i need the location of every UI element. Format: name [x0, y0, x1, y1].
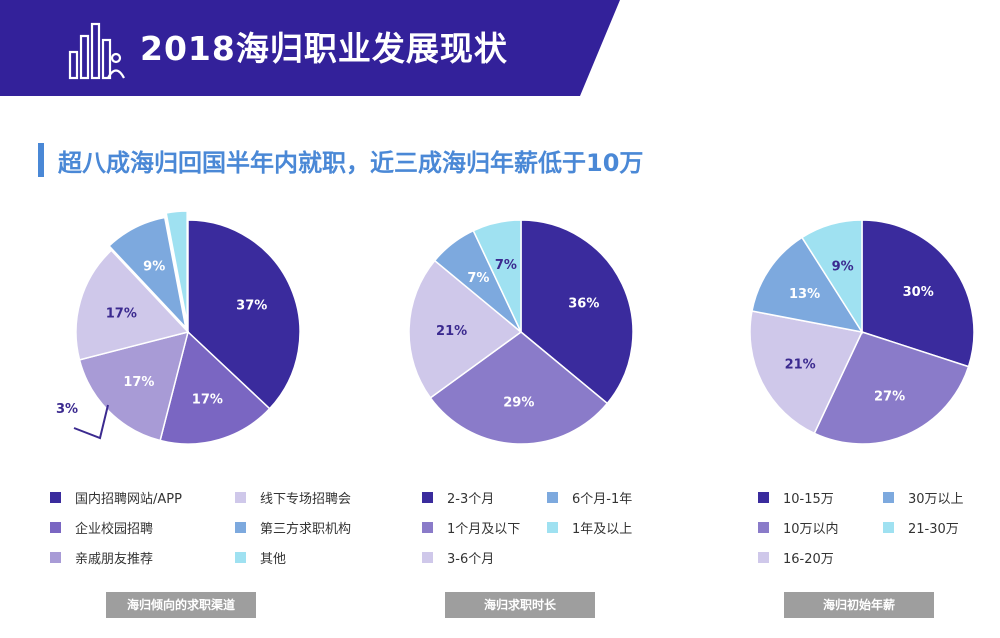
- pie-slice: [159, 330, 271, 445]
- legend-label: 1个月及以下: [447, 522, 521, 537]
- slice-value-label: 13%: [789, 287, 820, 302]
- pie-slice: [749, 310, 864, 435]
- legend-swatch: [50, 552, 61, 563]
- pie-slice: [408, 259, 523, 399]
- pie-slice: [108, 216, 187, 330]
- header-banner: [0, 0, 620, 96]
- slice-value-label: 9%: [832, 259, 854, 274]
- slice-value-label: 7%: [467, 271, 489, 286]
- legend-swatch: [547, 522, 558, 533]
- legend-swatch: [422, 492, 433, 503]
- legend-label: 其他: [260, 552, 287, 567]
- bar-chart-people-icon: [68, 22, 125, 80]
- legend-swatch: [758, 492, 769, 503]
- slice-value-label: 27%: [874, 390, 905, 405]
- legend-item: 亲戚朋友推荐: [50, 548, 153, 567]
- legend-item: 线下专场招聘会: [235, 488, 351, 507]
- legend-swatch: [422, 522, 433, 533]
- legend-swatch: [758, 522, 769, 533]
- legend-job-channels: 国内招聘网站/APP 线下专场招聘会企业校园招聘 第三方求职机构亲戚朋友推荐 其他: [50, 488, 380, 588]
- legend-item: 1年及以上: [547, 518, 632, 537]
- slice-value-label: 17%: [106, 307, 137, 322]
- legend-label: 16-20万: [783, 552, 834, 567]
- pie-chart-initial-salary: 30% 27% 21% 13% 9%: [749, 219, 975, 445]
- legend-item: 6个月-1年: [547, 488, 632, 507]
- section-subtitle: 超八成海归回国半年内就职，近三成海归年薪低于10万: [58, 149, 644, 177]
- legend-label: 企业校园招聘: [75, 522, 154, 537]
- slice-value-label: 37%: [236, 298, 267, 313]
- legend-item: 10-15万: [758, 488, 834, 507]
- pie-slice: [429, 331, 609, 445]
- pie-slice: [472, 219, 522, 333]
- legend-item: 30万以上: [883, 488, 964, 507]
- legend-job-search-duration: 2-3个月 6个月-1年 1个月及以下 1年及以上 3-6个月: [422, 488, 752, 588]
- pie-slice: [800, 219, 863, 335]
- legend-swatch: [758, 552, 769, 563]
- slice-value-label: 7%: [495, 258, 517, 273]
- slice-value-label: 30%: [903, 285, 934, 300]
- legend-swatch: [547, 492, 558, 503]
- legend-item: 3-6个月: [422, 548, 494, 567]
- legend-label: 10-15万: [783, 492, 834, 507]
- slice-label-other: 3%: [56, 402, 79, 417]
- legend-label: 21-30万: [908, 522, 959, 537]
- caption-job-channels: 海归倾向的求职渠道: [106, 592, 256, 618]
- pie-slice: [861, 219, 975, 368]
- slice-value-label: 21%: [785, 358, 816, 373]
- legend-label: 3-6个月: [447, 552, 495, 567]
- legend-label: 线下专场招聘会: [260, 492, 352, 507]
- legend-label: 国内招聘网站/APP: [75, 492, 182, 507]
- pie-slice: [75, 249, 190, 361]
- legend-item: 1个月及以下: [422, 518, 520, 537]
- slice-value-label: 29%: [503, 395, 534, 410]
- legend-item: 10万以内: [758, 518, 839, 537]
- pie-slice: [751, 236, 864, 334]
- subtitle-accent-bar: [38, 143, 44, 177]
- slice-value-label: 9%: [143, 260, 165, 275]
- legend-label: 30万以上: [908, 492, 964, 507]
- legend-item: 16-20万: [758, 548, 834, 567]
- legend-swatch: [50, 522, 61, 533]
- legend-swatch: [235, 552, 246, 563]
- pie-chart-job-search-duration: 36% 29% 21% 7% 7%: [408, 219, 634, 445]
- legend-label: 6个月-1年: [572, 492, 633, 507]
- legend-item: 2-3个月: [422, 488, 494, 507]
- slice-value-label: 21%: [436, 324, 467, 339]
- pie-slice: [187, 219, 301, 410]
- pie-slice: [520, 219, 634, 405]
- legend-label: 10万以内: [783, 522, 839, 537]
- legend-item: 21-30万: [883, 518, 959, 537]
- slice-value-label: 17%: [192, 393, 223, 408]
- legend-item: 第三方求职机构: [235, 518, 351, 537]
- pie-slice: [813, 331, 970, 445]
- banner-background: [0, 0, 620, 96]
- legend-swatch: [883, 492, 894, 503]
- legend-swatch: [235, 492, 246, 503]
- slice-value-label: 36%: [568, 296, 599, 311]
- legend-item: 其他: [235, 548, 286, 567]
- pie-slice: [165, 210, 188, 324]
- legend-label: 1年及以上: [572, 522, 633, 537]
- legend-label: 亲戚朋友推荐: [75, 552, 154, 567]
- caption-job-search-duration: 海归求职时长: [445, 592, 595, 618]
- legend-label: 第三方求职机构: [260, 522, 352, 537]
- legend-item: 国内招聘网站/APP: [50, 488, 182, 507]
- legend-label: 2-3个月: [447, 492, 495, 507]
- pie-chart-job-channels: 37% 17% 17% 17% 9%: [75, 210, 301, 445]
- page-title: 2018海归职业发展现状: [140, 29, 508, 68]
- legend-swatch: [422, 552, 433, 563]
- slice-value-label: 17%: [123, 375, 154, 390]
- legend-swatch: [235, 522, 246, 533]
- legend-initial-salary: 10-15万 30万以上 10万以内 21-30万 16-20万: [758, 488, 1000, 588]
- legend-swatch: [50, 492, 61, 503]
- legend-item: 企业校园招聘: [50, 518, 153, 537]
- legend-swatch: [883, 522, 894, 533]
- caption-initial-salary: 海归初始年薪: [784, 592, 934, 618]
